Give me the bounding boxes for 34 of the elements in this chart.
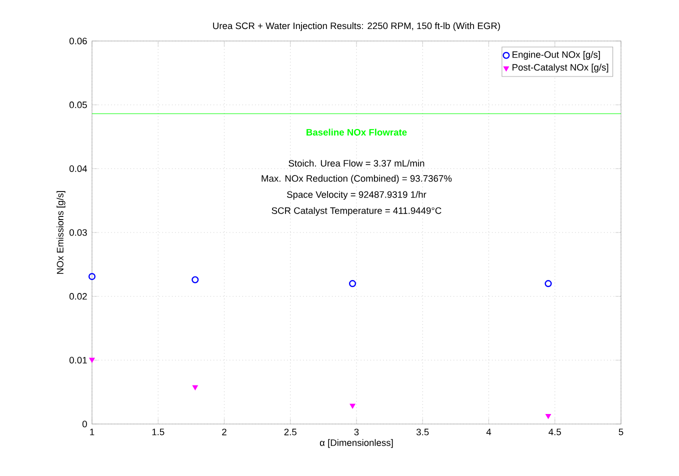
x-tick-label: 2.5	[284, 428, 296, 436]
annotation: SCR Catalyst Temperature = 411.9449°C	[272, 207, 442, 216]
point	[545, 414, 552, 419]
ref-line-label: Baseline NOx Flowrate	[306, 128, 407, 136]
point	[544, 280, 552, 288]
annotation: Space Velocity = 92487.9319 1/hr	[286, 191, 426, 200]
annotation: Max. NOx Reduction (Combined) = 93.7367%	[262, 174, 452, 184]
y-tick-label: 0.04	[69, 165, 88, 172]
x-tick-label: 1.5	[152, 428, 164, 436]
y-tick-label: 0.01	[69, 356, 87, 364]
legend-label: Post-Catalyst NOx [g/s]	[512, 64, 608, 72]
chart-title: Urea SCR + Water Injection Results: 2250 RPM, 150 ft-lb (With EGR)	[213, 22, 500, 31]
point	[350, 404, 356, 409]
annotation: Stoich. Urea Flow = 3.37 mL/min	[288, 160, 424, 167]
x-tick-label: 3.5	[416, 428, 429, 436]
x-tick-label: 2	[222, 428, 226, 436]
point	[192, 385, 198, 390]
point	[349, 280, 356, 288]
y-tick-label: 0	[82, 420, 87, 428]
x-tick-label: 4	[486, 428, 492, 436]
x-tick-label: 1	[90, 428, 94, 436]
y-tick-label: 0.05	[69, 102, 87, 108]
legend-label: Engine-Out NOx [g/s]	[512, 51, 600, 60]
x-tick-label: 5	[618, 428, 624, 436]
point	[89, 358, 95, 363]
point	[192, 276, 199, 284]
y-tick-label: 0.03	[69, 229, 87, 236]
x-tick-label: 3	[354, 428, 359, 436]
x-axis-title: α [Dimensionless]	[320, 439, 393, 448]
y-tick-label: 0.06	[69, 38, 87, 44]
y-tick-label: 0.02	[69, 293, 87, 300]
y-axis-title: NOx Emissions [g/s]	[56, 191, 66, 274]
x-tick-label: 4.5	[548, 428, 561, 436]
point	[88, 273, 96, 280]
